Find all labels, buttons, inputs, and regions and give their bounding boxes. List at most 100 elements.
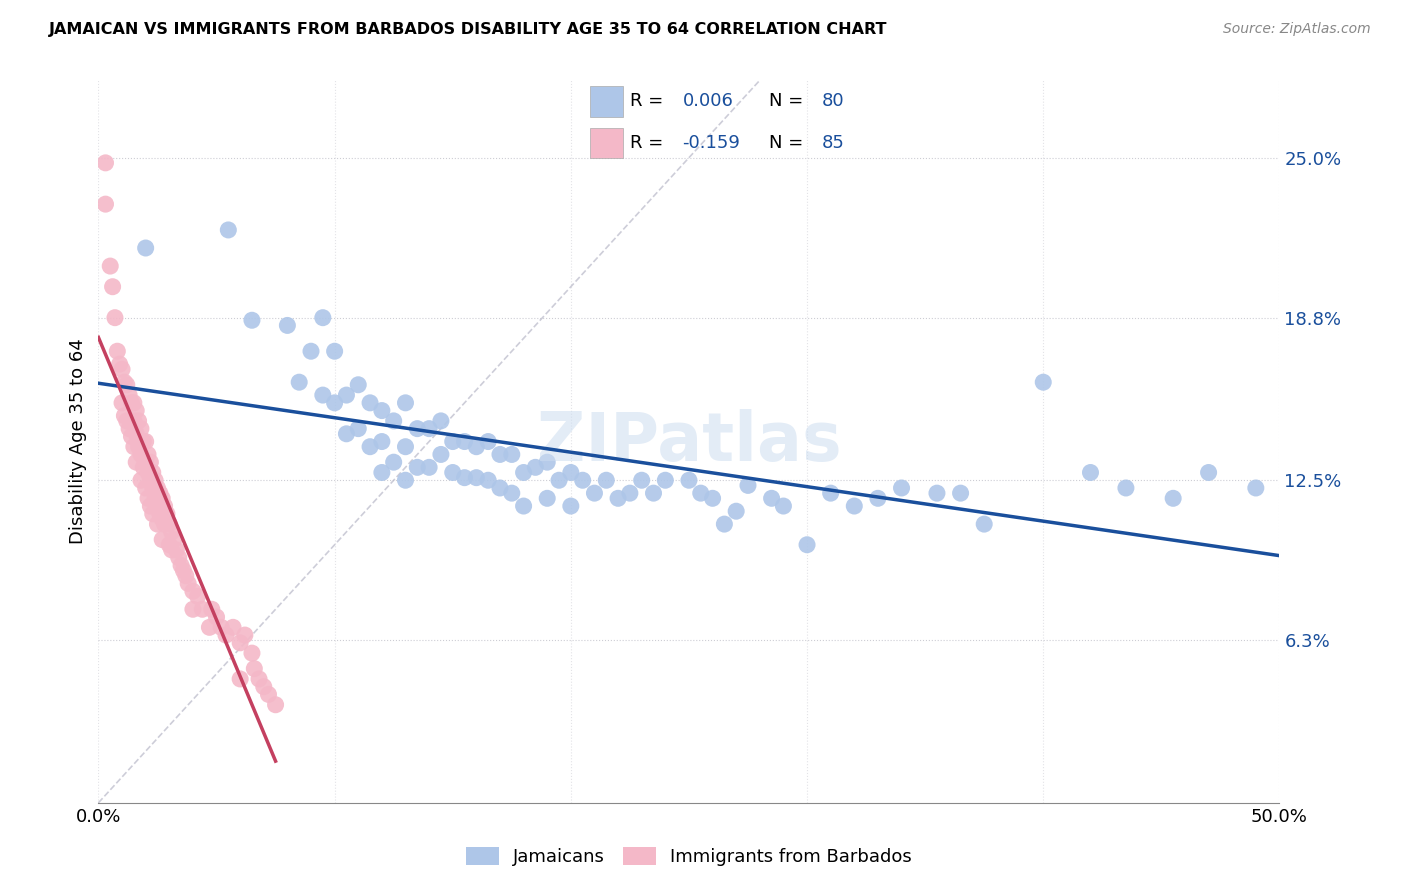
Point xyxy=(215,628,238,642)
Point xyxy=(560,466,582,480)
Point xyxy=(949,486,972,500)
Point xyxy=(143,491,166,506)
Point xyxy=(94,197,117,211)
Point xyxy=(217,223,239,237)
Point xyxy=(1080,466,1102,480)
Point xyxy=(394,396,416,410)
Legend: Jamaicans, Immigrants from Barbados: Jamaicans, Immigrants from Barbados xyxy=(458,839,920,873)
Point xyxy=(115,414,138,428)
Point xyxy=(142,481,165,495)
Point xyxy=(465,440,488,454)
Point xyxy=(135,434,157,449)
Point xyxy=(201,602,224,616)
Point xyxy=(150,533,173,547)
Point xyxy=(150,512,173,526)
Point xyxy=(371,434,394,449)
Point xyxy=(772,499,794,513)
Point xyxy=(382,455,405,469)
Point xyxy=(382,414,405,428)
Point xyxy=(678,473,700,487)
Point xyxy=(312,388,335,402)
Point xyxy=(371,403,394,417)
Point xyxy=(477,473,499,487)
Point xyxy=(820,486,842,500)
Point xyxy=(167,550,190,565)
Point xyxy=(160,542,183,557)
Point xyxy=(121,429,143,443)
Point xyxy=(135,481,157,495)
Point xyxy=(253,680,276,694)
Point xyxy=(973,517,995,532)
Point xyxy=(240,313,263,327)
Point xyxy=(247,672,270,686)
Text: Source: ZipAtlas.com: Source: ZipAtlas.com xyxy=(1223,22,1371,37)
Point xyxy=(571,473,593,487)
Point xyxy=(796,538,818,552)
Point xyxy=(115,377,138,392)
Point xyxy=(142,507,165,521)
Point xyxy=(153,499,176,513)
Point xyxy=(111,396,134,410)
Point xyxy=(94,156,117,170)
Point xyxy=(146,481,169,495)
Point xyxy=(205,610,228,624)
Point xyxy=(101,279,124,293)
Point xyxy=(122,440,145,454)
Point xyxy=(122,396,145,410)
Text: 85: 85 xyxy=(821,134,844,152)
Point xyxy=(299,344,322,359)
Point xyxy=(288,375,311,389)
Point xyxy=(501,447,523,461)
Point xyxy=(129,473,152,487)
Point xyxy=(112,409,135,423)
Point xyxy=(136,491,159,506)
Point xyxy=(844,499,866,513)
Y-axis label: Disability Age 35 to 64: Disability Age 35 to 64 xyxy=(69,339,87,544)
Text: ZIPatlas: ZIPatlas xyxy=(537,409,841,475)
Point xyxy=(104,310,127,325)
Point xyxy=(689,486,711,500)
Point xyxy=(157,538,180,552)
Point xyxy=(890,481,912,495)
Point xyxy=(536,491,558,506)
Point xyxy=(240,646,263,660)
Point xyxy=(181,602,204,616)
Point xyxy=(394,440,416,454)
Point xyxy=(583,486,606,500)
Point xyxy=(229,636,252,650)
Point xyxy=(121,396,143,410)
Point xyxy=(157,517,180,532)
Point xyxy=(118,388,141,402)
Point xyxy=(1115,481,1137,495)
Point xyxy=(441,466,464,480)
Text: -0.159: -0.159 xyxy=(683,134,741,152)
Point xyxy=(146,517,169,532)
Point xyxy=(619,486,641,500)
Point xyxy=(761,491,783,506)
Point xyxy=(222,620,245,634)
Point xyxy=(209,620,232,634)
Point xyxy=(1198,466,1220,480)
Point xyxy=(132,434,155,449)
Text: N =: N = xyxy=(769,134,808,152)
Point xyxy=(233,628,256,642)
Point xyxy=(347,422,370,436)
Point xyxy=(323,344,346,359)
Point xyxy=(430,447,453,461)
Point xyxy=(430,414,453,428)
Point xyxy=(489,481,512,495)
Point xyxy=(737,478,759,492)
Point xyxy=(128,440,150,454)
Point xyxy=(371,466,394,480)
Point xyxy=(229,672,252,686)
Point xyxy=(125,426,148,441)
Point xyxy=(136,447,159,461)
Point xyxy=(122,414,145,428)
Point xyxy=(312,310,335,325)
Point xyxy=(323,396,346,410)
Text: N =: N = xyxy=(769,93,808,111)
Point xyxy=(347,377,370,392)
Point xyxy=(394,473,416,487)
Point xyxy=(524,460,547,475)
Point xyxy=(595,473,617,487)
